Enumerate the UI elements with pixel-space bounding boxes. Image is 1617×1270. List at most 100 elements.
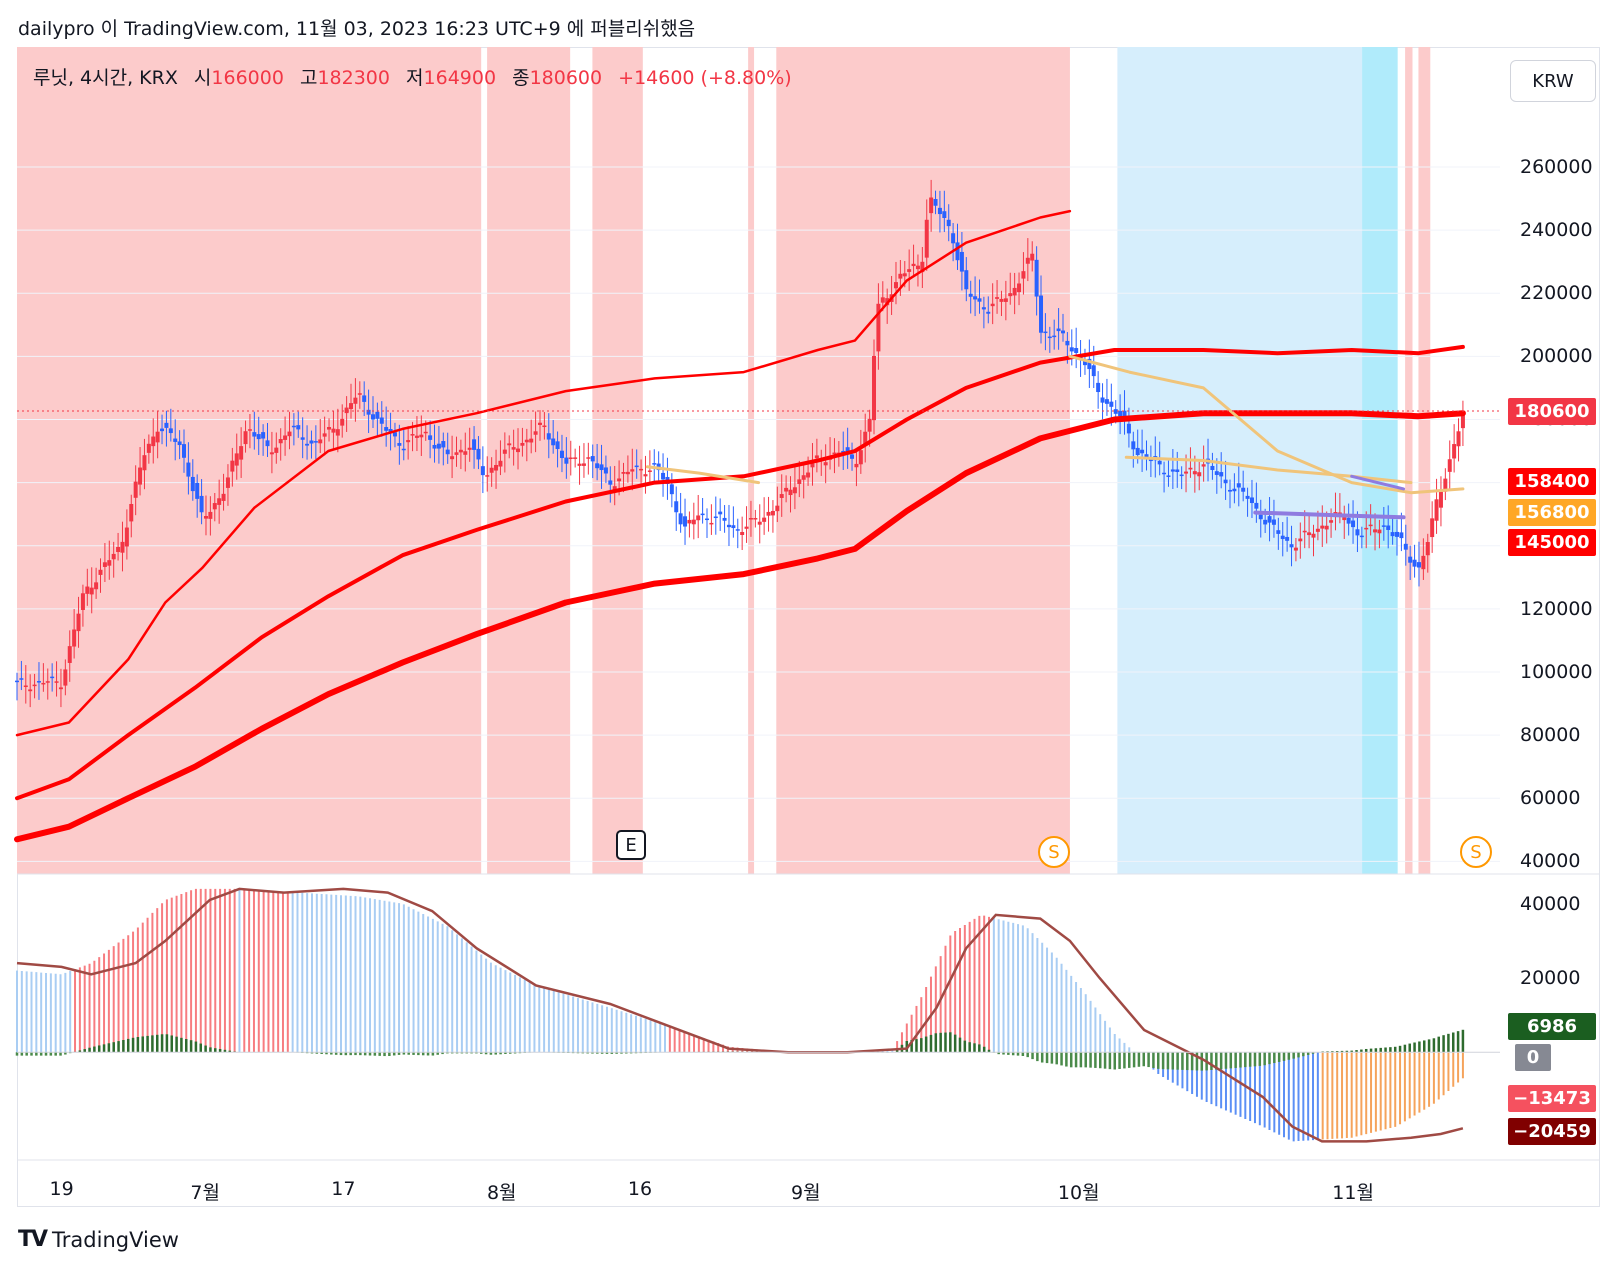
background-region	[1405, 47, 1413, 874]
candle-body	[973, 296, 978, 300]
price-tick: 60000	[1520, 787, 1581, 810]
price-tick: 220000	[1520, 282, 1593, 305]
candle-body	[274, 447, 279, 453]
candle-body	[564, 457, 569, 464]
time-tick: 7월	[190, 1182, 220, 1204]
candle-body	[797, 479, 802, 484]
candle-body	[1381, 525, 1386, 527]
candle-body	[1135, 447, 1140, 456]
candle-body	[731, 525, 736, 529]
candle-body	[1236, 483, 1241, 488]
candle-body	[190, 476, 195, 492]
candle-body	[779, 494, 784, 498]
candle-body	[1065, 340, 1070, 346]
candle-body	[502, 449, 507, 454]
time-tick: 8월	[486, 1182, 517, 1204]
candle-body	[15, 680, 19, 683]
candle-body	[177, 441, 182, 446]
candle-body	[239, 446, 244, 460]
candle-body	[305, 443, 310, 446]
candle-body	[911, 263, 916, 267]
close-label: 종	[512, 67, 530, 89]
currency-button[interactable]: KRW	[1510, 60, 1596, 102]
candle-body	[160, 428, 165, 432]
candle-body	[221, 493, 226, 501]
candle-body	[599, 464, 604, 471]
candle-body	[142, 455, 147, 471]
candle-body	[709, 522, 714, 525]
candle-body	[32, 684, 37, 687]
candle-body	[929, 197, 934, 214]
time-tick: 17	[331, 1178, 356, 1200]
candle-body	[858, 450, 863, 465]
candle-body	[349, 403, 354, 410]
split-marker-2[interactable]: S	[1460, 836, 1492, 868]
candle-body	[1298, 538, 1303, 542]
candle-body	[753, 518, 758, 520]
candle-body	[937, 207, 942, 215]
split-marker-1[interactable]: S	[1038, 836, 1070, 868]
candle-body	[1003, 298, 1008, 302]
candle-body	[586, 457, 591, 459]
candle-body	[1315, 528, 1320, 532]
candle-body	[450, 456, 455, 460]
candle-body	[76, 613, 81, 632]
candle-body	[643, 474, 648, 477]
tradingview-brand[interactable]: 𝗧𝗩 TradingView	[18, 1227, 179, 1252]
candle-body	[999, 298, 1004, 302]
candle-body	[243, 431, 248, 445]
background-region	[487, 47, 571, 874]
candle-body	[1219, 472, 1224, 477]
candle-body	[208, 511, 213, 519]
candle-body	[713, 516, 718, 519]
candle-body	[683, 516, 688, 527]
candle-body	[467, 447, 472, 450]
candle-body	[674, 501, 679, 513]
candle-body	[845, 447, 850, 453]
candle-body	[511, 447, 516, 450]
candle-body	[1263, 519, 1268, 525]
ma-line	[15, 344, 1465, 801]
candle-body	[327, 426, 332, 430]
candle-body	[542, 425, 547, 428]
candle-body	[1025, 257, 1030, 264]
candle-body	[573, 457, 578, 459]
candle-body	[546, 433, 551, 440]
candle-body	[810, 463, 815, 468]
high-label: 고	[299, 67, 318, 89]
candle-body	[1447, 459, 1452, 472]
ma-line	[1068, 354, 1465, 495]
candle-body	[700, 513, 705, 516]
candle-body	[946, 219, 951, 227]
candle-body	[1166, 475, 1171, 477]
background-region	[1117, 47, 1363, 874]
candle-body	[1364, 527, 1369, 530]
candle-body	[419, 434, 424, 438]
candle-body	[1333, 512, 1338, 514]
candle-body	[485, 475, 490, 477]
candle-body	[199, 495, 204, 513]
candle-body	[133, 481, 138, 498]
candle-body	[1412, 559, 1417, 567]
candle-body	[788, 489, 793, 496]
candle-body	[748, 518, 753, 520]
candle-body	[1324, 525, 1329, 530]
candle-body	[1223, 479, 1228, 484]
background-region	[1418, 47, 1431, 874]
candle-body	[261, 432, 266, 439]
candle-body	[1460, 413, 1465, 429]
candle-body	[1249, 497, 1254, 504]
candle-body	[1359, 535, 1364, 538]
candle-body	[1293, 547, 1298, 551]
ma-line	[1350, 474, 1406, 491]
candle-body	[362, 395, 367, 402]
candle-body	[577, 463, 582, 466]
time-tick: 16	[627, 1178, 653, 1200]
candle-body	[652, 463, 657, 465]
earnings-marker[interactable]: E	[616, 830, 646, 860]
candle-body	[507, 443, 512, 446]
candle-body	[990, 303, 995, 307]
candle-body	[915, 265, 920, 270]
candle-body	[1017, 283, 1022, 293]
